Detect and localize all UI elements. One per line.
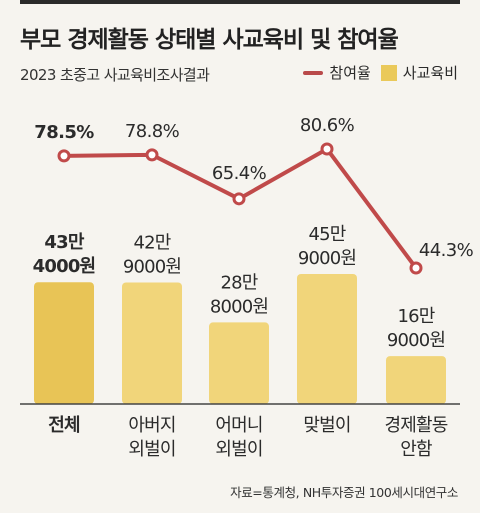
bar-3 [297,274,357,404]
category-label-2-1: 외벌이 [215,439,262,460]
category-label-1-0: 아버지 [128,415,175,436]
bar-2 [209,322,269,404]
bar-0 [34,282,94,404]
legend-line-swatch [303,70,324,75]
line-value-label-0: 78.5% [34,122,94,143]
legend-bar-label: 사교육비 [402,64,458,82]
bar-value-label-0-1: 4000원 [33,256,96,277]
line-value-label-3: 80.6% [300,115,355,136]
line-point-4 [409,261,423,275]
bar-value-label-0-0: 43만 [44,232,84,253]
category-label-1-1: 외벌이 [128,439,175,460]
line-value-label-2: 65.4% [212,163,267,184]
line-value-label-4: 44.3% [419,240,474,261]
bar-value-label-1-1: 9000원 [123,256,181,277]
chart-title: 부모 경제활동 상태별 사교육비 및 참여율 [20,27,399,53]
chart-subtitle: 2023 초중고 사교육비조사결과 [20,66,210,84]
bar-1 [122,282,182,404]
bar-value-label-3-0: 45만 [308,224,345,245]
category-label-0-0: 전체 [48,415,80,436]
source-note: 자료=통계청, NH투자증권 100세시대연구소 [230,485,458,500]
line-point-1 [145,148,159,162]
bar-value-label-1-0: 42만 [133,232,170,253]
bar-value-label-2-0: 28만 [220,272,257,293]
line-value-label-1: 78.8% [125,121,180,142]
category-label-2-0: 어머니 [215,415,262,436]
bar-4 [386,356,446,404]
line-point-2 [232,192,246,206]
bar-value-label-4-0: 16만 [397,306,434,327]
legend-item-bar: 사교육비 [380,62,458,83]
legend-item-line: 참여율 [303,62,371,83]
line-point-3 [320,142,334,156]
line-point-0 [57,149,71,163]
category-label-4-1: 안함 [400,439,432,460]
top-rule [20,0,460,12]
bar-value-label-3-1: 9000원 [298,248,356,269]
category-label-3-0: 맞벌이 [303,415,350,436]
bar-value-label-4-1: 9000원 [387,330,445,351]
legend-line-label: 참여율 [329,64,371,82]
bar-value-label-2-1: 8000원 [210,296,268,317]
legend-bar-swatch [380,64,397,81]
legend: 참여율 사교육비 [303,62,458,83]
category-label-4-0: 경제활동 [384,415,447,436]
